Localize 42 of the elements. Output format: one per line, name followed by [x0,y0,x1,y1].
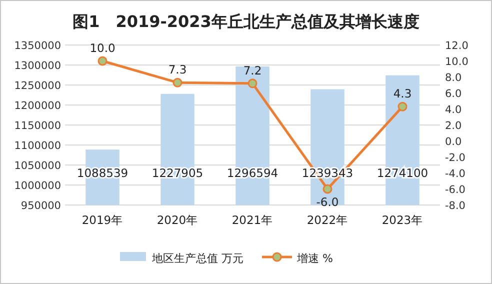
point [322,184,332,194]
data-label: 1227905 [152,166,204,180]
y-tick-label: 1350000 [14,40,61,52]
y2-tick-label: -4.0 [445,168,466,180]
y-tick-label: 1200000 [14,100,61,112]
y-tick-label: 1250000 [14,80,61,92]
x-tick-label: 2023年 [382,213,424,227]
x-tick-label: 2020年 [156,213,198,227]
chart-title: 图1 2019-2023年丘北生产总值及其增长速度 [72,12,420,31]
y-tick-label: 1050000 [14,160,61,172]
y2-tick-label: -6.0 [445,184,466,196]
y2-tick-label: 4.0 [445,104,462,116]
point [248,78,258,88]
legend-label: 增速 % [296,252,333,265]
y-tick-label: 1000000 [14,180,61,192]
y2-tick-label: 2.0 [445,120,462,132]
data-label: 1274100 [376,166,428,180]
data-label: -6.0 [316,195,339,209]
y2-tick-label: -2.0 [445,152,466,164]
data-label: 1296594 [226,166,278,180]
x-tick-label: 2022年 [306,213,348,227]
y-tick-label: 1300000 [14,60,61,72]
data-label: 7.2 [243,63,262,78]
y2-tick-label: 10.0 [445,56,468,68]
data-label: 4.3 [393,86,412,101]
y2-tick-label: 12.0 [445,40,468,52]
y2-tick-label: 8.0 [445,72,462,84]
point [172,78,182,88]
y-tick-label: 1100000 [14,140,61,152]
y-tick-label: 1150000 [14,120,61,132]
x-tick-label: 2021年 [232,213,274,227]
data-label: 7.3 [168,62,187,77]
data-label: 10.0 [90,41,116,55]
point [398,102,408,112]
point [98,56,108,66]
x-tick-label: 2019年 [82,213,124,227]
data-label: 1088539 [76,166,128,180]
legend-label: 地区生产总值 万元 [151,252,244,265]
y2-tick-label: 0.0 [445,136,462,148]
y2-tick-label: -8.0 [445,200,466,212]
y-tick-label: 950000 [20,200,61,212]
y2-tick-label: 6.0 [445,88,462,100]
